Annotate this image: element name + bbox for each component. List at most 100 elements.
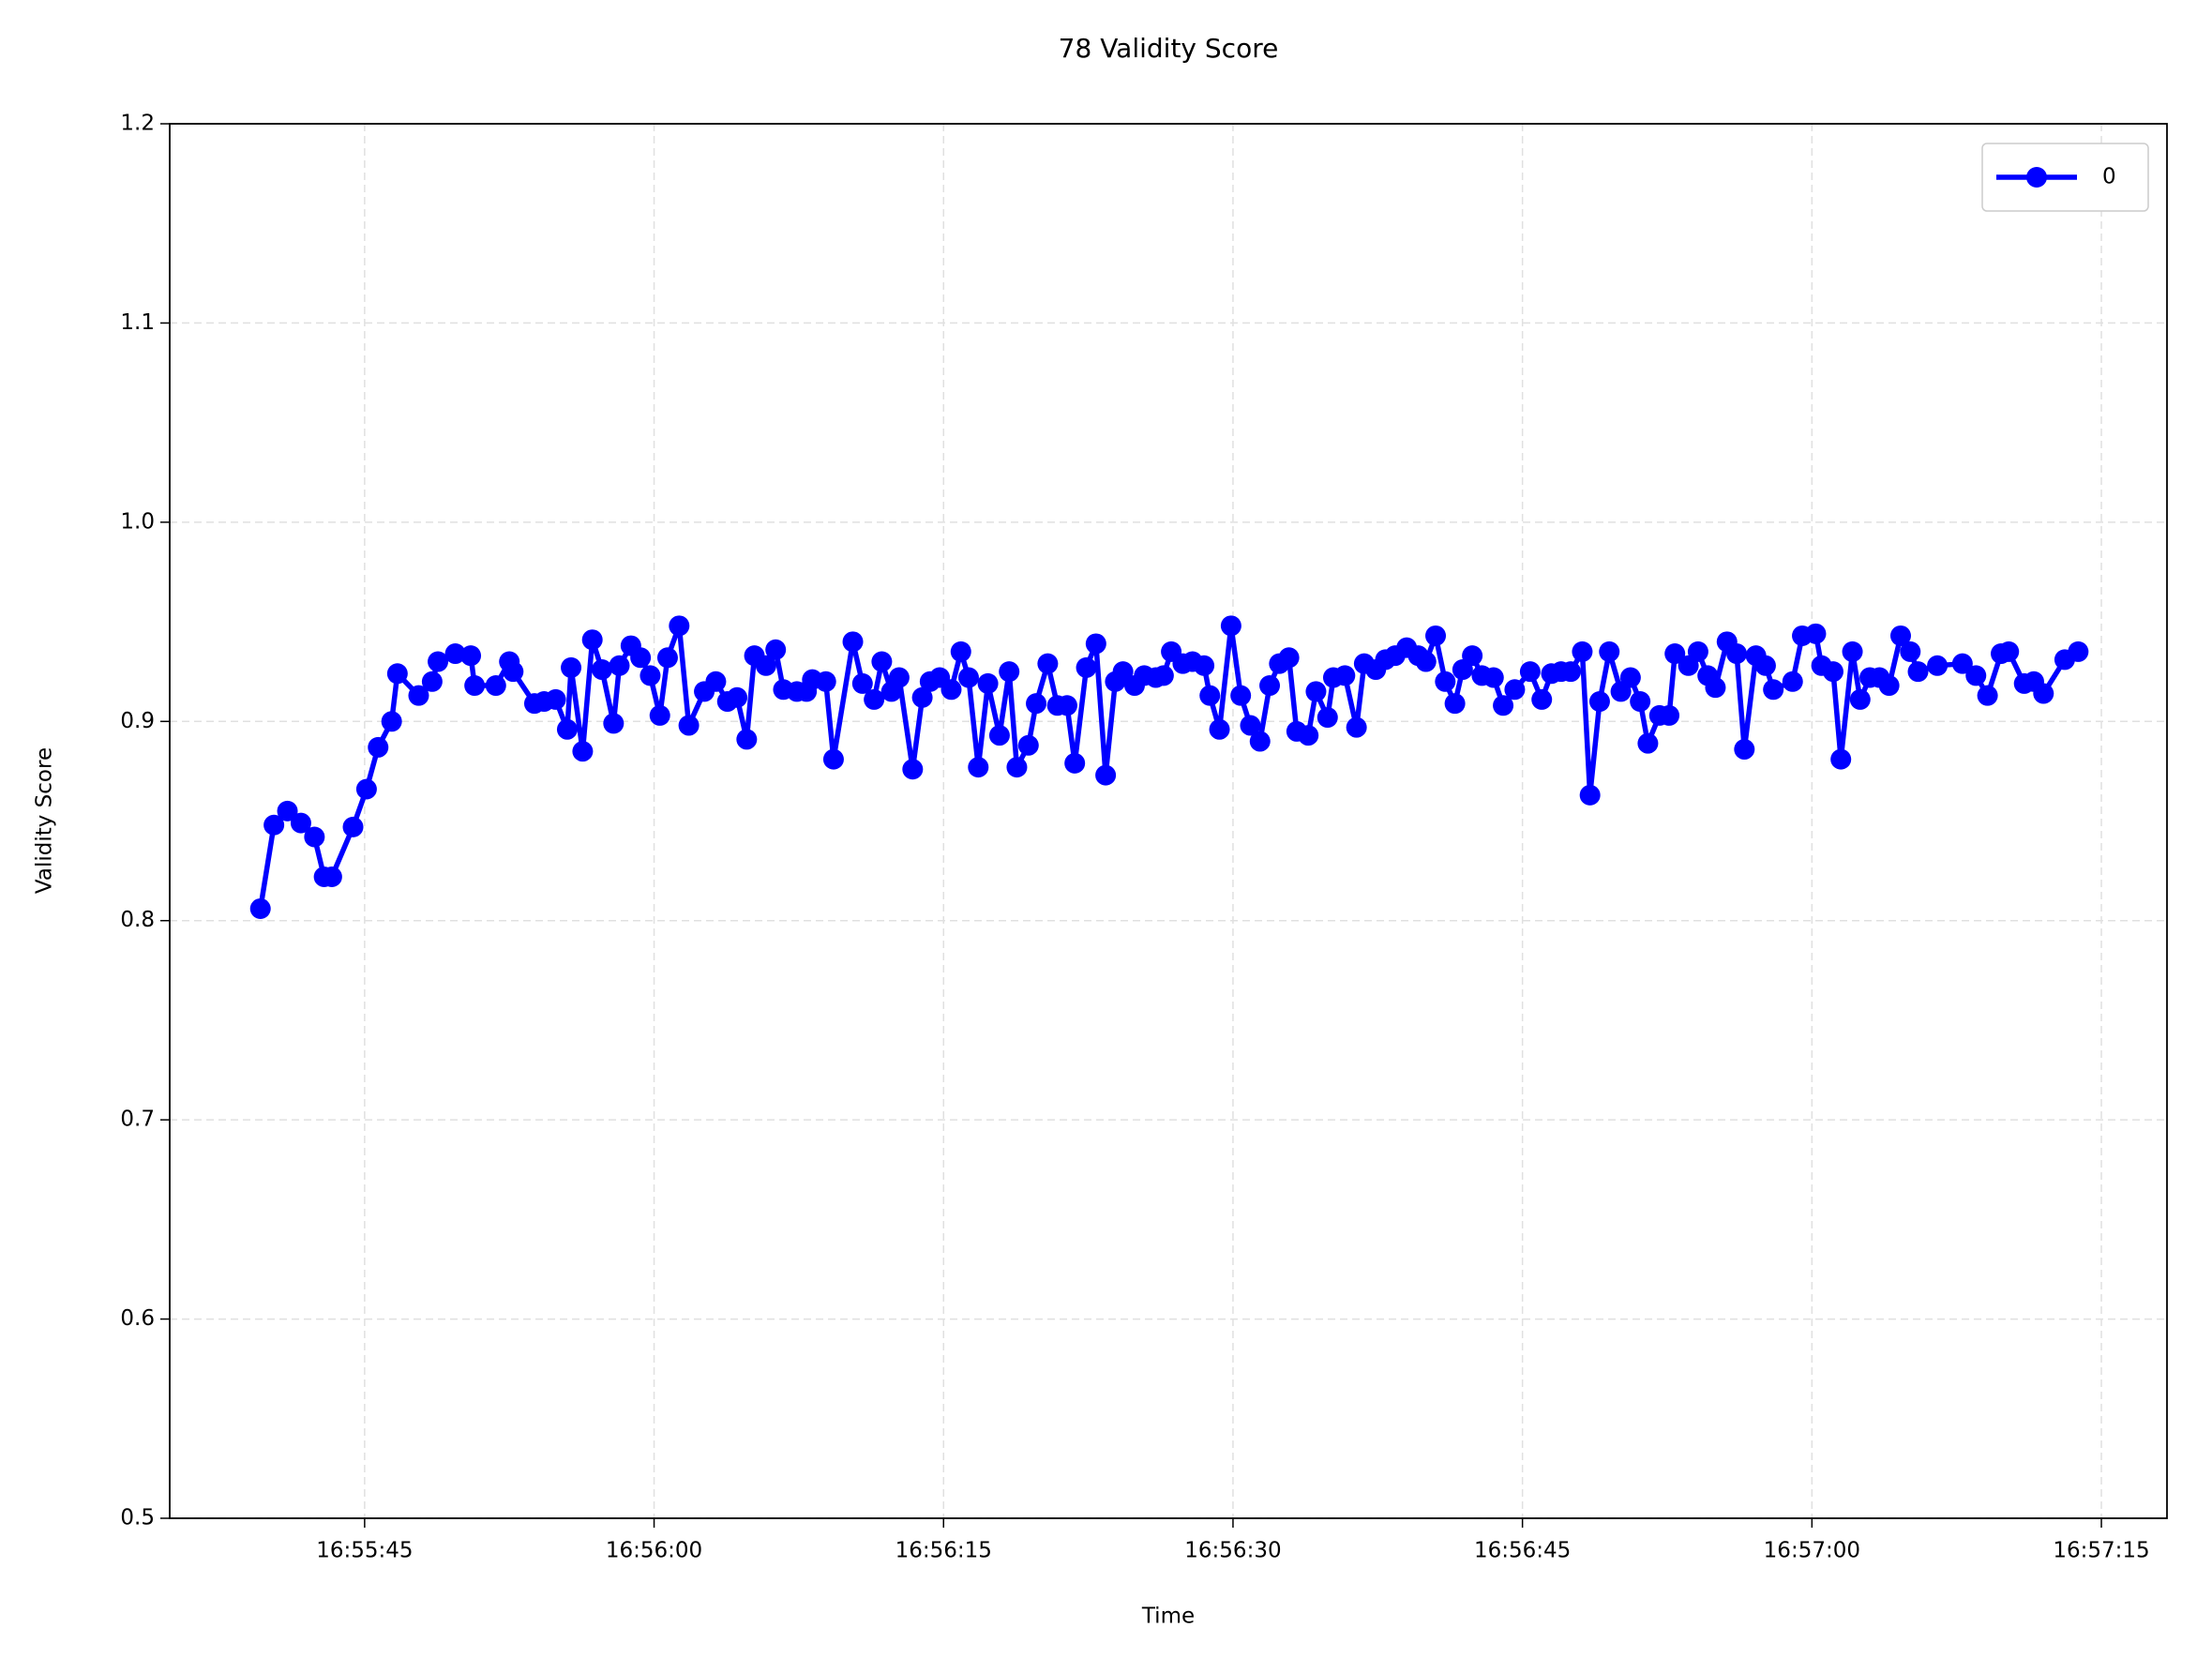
y-axis-label: Validity Score: [33, 747, 57, 894]
data-point: [1659, 704, 1680, 726]
x-tick-label: 16:55:45: [316, 1539, 413, 1563]
data-point: [822, 748, 844, 770]
data-point: [321, 866, 342, 887]
data-point: [1572, 641, 1593, 662]
data-point: [1278, 647, 1300, 669]
data-point: [871, 651, 893, 672]
data-point: [1878, 675, 1900, 697]
data-point: [368, 736, 389, 758]
data-point: [678, 715, 700, 736]
x-tick-label: 16:57:15: [2053, 1539, 2149, 1563]
plot-frame: [169, 123, 2168, 1519]
data-point: [1064, 752, 1086, 774]
data-point: [1259, 675, 1281, 697]
data-point: [2033, 683, 2054, 704]
data-point: [1805, 623, 1827, 644]
data-point: [263, 814, 285, 836]
y-tick-label: 1.0: [120, 509, 155, 534]
chart-title: 78 Validity Score: [1059, 33, 1279, 64]
data-point: [755, 655, 776, 676]
y-tick-label: 0.9: [120, 709, 155, 733]
data-point: [609, 655, 630, 676]
y-tick-label: 0.5: [120, 1506, 155, 1530]
data-point: [1037, 653, 1059, 674]
data-point: [1705, 677, 1726, 699]
legend-marker: [2026, 167, 2047, 188]
data-point: [1194, 655, 1215, 676]
data-point: [649, 704, 670, 726]
data-point: [1085, 633, 1106, 655]
data-point: [1619, 667, 1641, 688]
x-tick-label: 16:56:30: [1184, 1539, 1281, 1563]
data-point: [1298, 725, 1319, 746]
data-point: [911, 686, 933, 708]
data-point: [765, 639, 787, 660]
data-point: [290, 812, 311, 834]
data-point: [1531, 688, 1553, 710]
data-point: [386, 663, 408, 685]
data-point: [408, 685, 429, 706]
x-axis-label: Time: [1141, 1605, 1195, 1629]
data-point: [842, 631, 864, 653]
data-point: [1199, 685, 1221, 706]
data-point: [851, 672, 873, 694]
data-point: [277, 800, 298, 821]
data-point: [940, 679, 962, 701]
y-tick-label: 0.6: [120, 1306, 155, 1331]
x-tick-label: 16:57:00: [1764, 1539, 1860, 1563]
data-point: [1112, 661, 1134, 683]
data-point: [902, 759, 924, 780]
data-point: [1435, 671, 1456, 692]
y-tick-label: 0.7: [120, 1108, 155, 1132]
data-point: [1599, 641, 1620, 662]
data-point: [1927, 655, 1949, 676]
data-point: [1076, 656, 1097, 678]
data-point: [1588, 691, 1610, 713]
y-tick-label: 0.8: [120, 908, 155, 932]
data-point: [988, 725, 1010, 746]
data-point: [815, 671, 836, 692]
x-tick-label: 16:56:00: [606, 1539, 702, 1563]
data-point: [656, 647, 678, 669]
data-point: [705, 671, 727, 692]
data-point: [561, 656, 582, 678]
data-point: [1763, 679, 1784, 701]
data-point: [669, 615, 690, 637]
data-point: [1519, 661, 1541, 683]
data-point: [1006, 757, 1028, 778]
data-point: [421, 671, 443, 692]
data-point: [1907, 661, 1929, 683]
data-point: [464, 675, 486, 697]
data-point: [545, 688, 566, 710]
data-point: [603, 713, 624, 734]
data-point: [888, 667, 910, 688]
data-point: [1890, 625, 1911, 646]
data-point: [2068, 641, 2089, 662]
data-point: [950, 641, 971, 662]
data-point: [1579, 784, 1601, 806]
data-point: [1493, 695, 1514, 716]
data-point: [503, 661, 524, 683]
data-point: [1425, 625, 1447, 646]
data-point: [1726, 643, 1748, 665]
data-point: [1782, 671, 1803, 692]
data-point: [1842, 641, 1863, 662]
data-point: [1830, 748, 1852, 770]
data-point: [572, 741, 594, 762]
data-point: [977, 672, 999, 694]
data-point: [968, 757, 989, 778]
data-point: [1346, 716, 1367, 738]
data-point: [1220, 615, 1241, 637]
data-point: [1637, 732, 1659, 754]
data-point: [428, 651, 449, 672]
y-tick-label: 1.2: [120, 112, 155, 136]
data-point: [999, 661, 1020, 683]
data-point: [1965, 665, 1987, 686]
y-tick-label: 1.1: [120, 310, 155, 335]
data-point: [1334, 665, 1356, 686]
data-point: [630, 647, 652, 669]
data-point: [1026, 693, 1047, 715]
data-point: [1849, 688, 1871, 710]
